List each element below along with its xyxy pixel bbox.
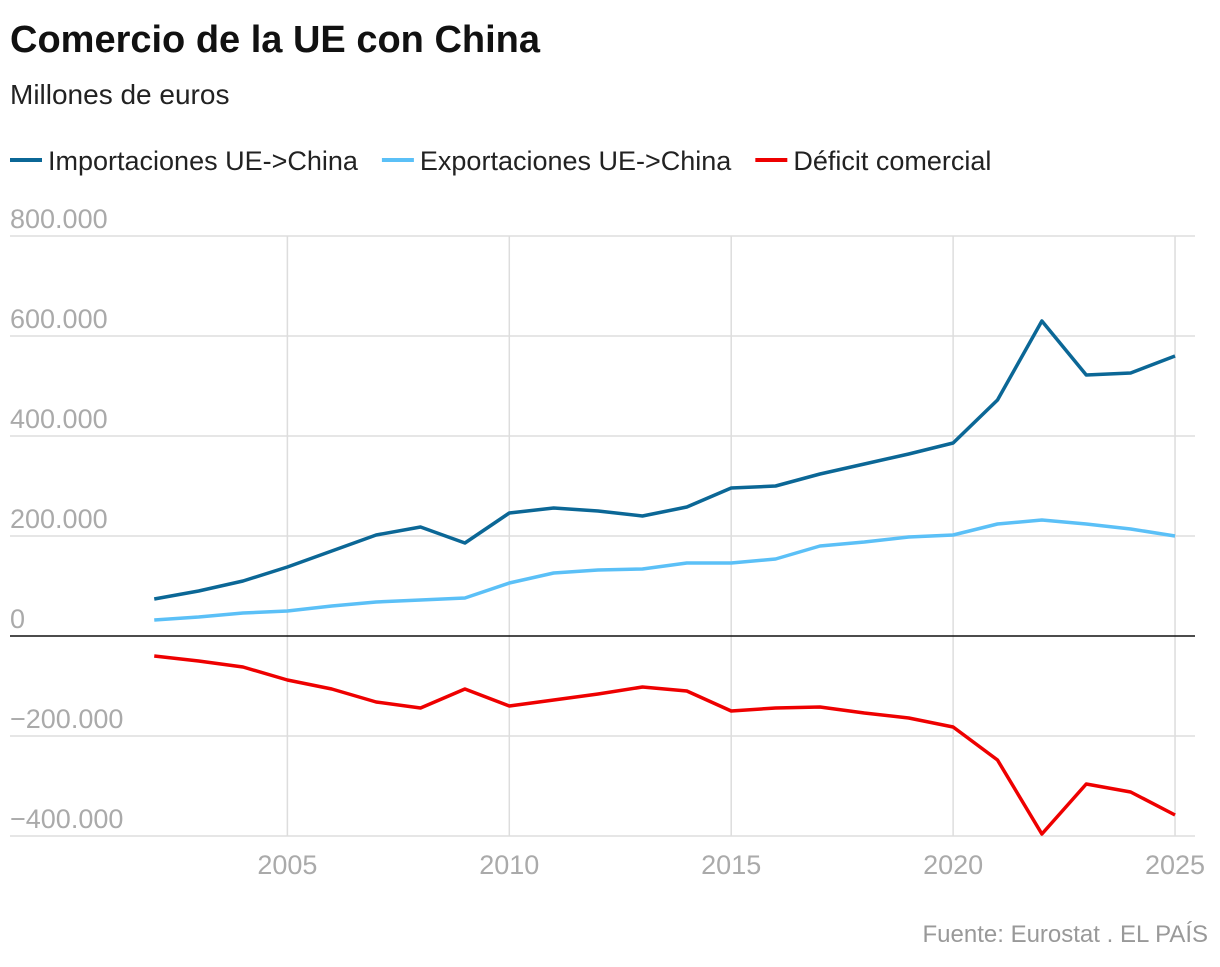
legend-label: Importaciones UE->China [48,146,359,176]
legend-label: Exportaciones UE->China [420,146,732,176]
legend-label: Déficit comercial [793,146,991,176]
series-line [154,654,1176,836]
x-tick-label: 2015 [701,850,761,880]
y-tick-label: −200.000 [10,704,123,734]
series-line [154,518,1176,622]
y-tick-label: 400.000 [10,404,108,434]
y-tick-label: 200.000 [10,504,108,534]
y-tick-label: 0 [10,604,25,634]
x-tick-label: 2005 [257,850,317,880]
source: Fuente: Eurostat . EL PAÍS [923,921,1208,948]
series-line [153,319,1176,601]
x-tick-label: 2020 [923,850,983,880]
chart-title: Comercio de la UE con China [10,19,541,61]
x-tick-label: 2025 [1145,850,1205,880]
x-tick-label: 2010 [479,850,539,880]
y-tick-label: 600.000 [10,304,108,334]
y-tick-label: −400.000 [10,804,123,834]
chart-subtitle: Millones de euros [10,79,229,110]
y-tick-label: 800.000 [10,204,108,234]
